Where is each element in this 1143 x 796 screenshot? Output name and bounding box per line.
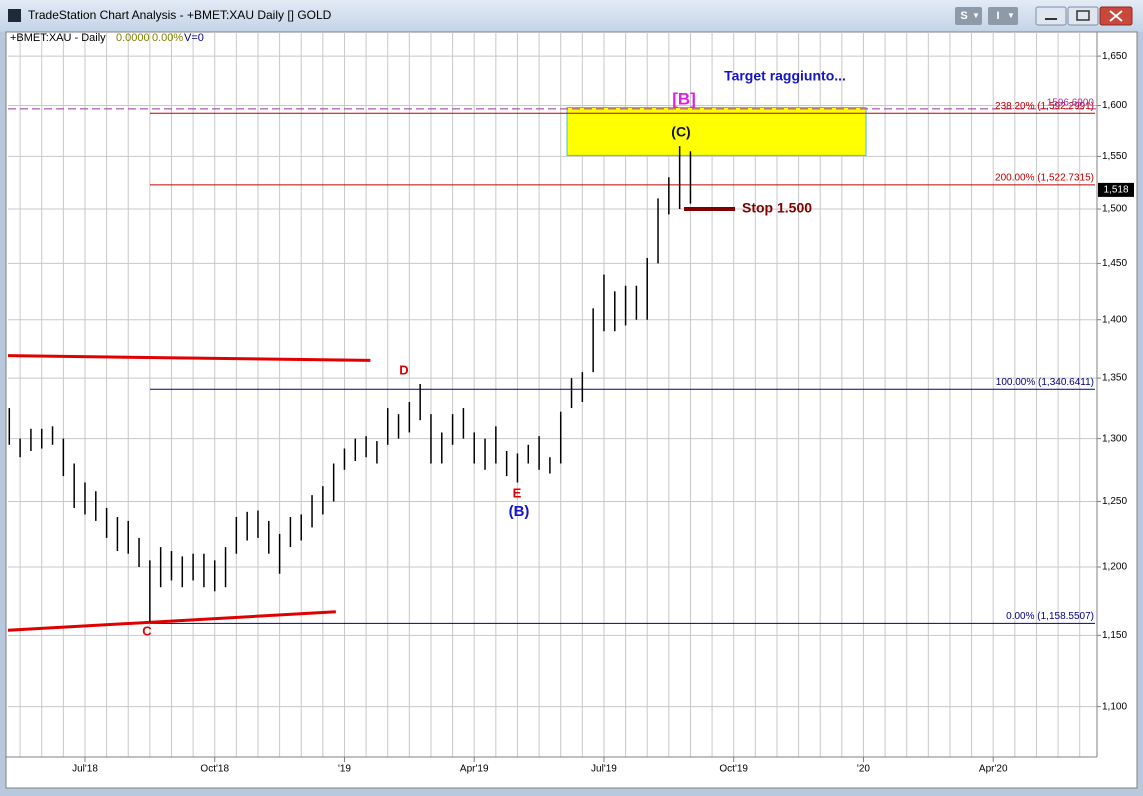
app-icon (8, 9, 21, 22)
x-tick-label: '19 (338, 764, 351, 775)
x-tick-label: Jul'19 (591, 764, 617, 775)
info-change: 0.0000 (116, 32, 150, 44)
marks (7, 107, 1097, 632)
annotation-wave-b: [B] (672, 89, 696, 108)
i-arrow[interactable]: ▼ (1007, 11, 1015, 20)
y-tick-label: 1,500 (1102, 204, 1127, 215)
i-button-label[interactable]: I (996, 10, 999, 22)
y-tick-label: 1,250 (1102, 496, 1127, 507)
y-tick-label: 1,450 (1102, 258, 1127, 269)
fib-level-label: 200.00% (1,522.7315) (995, 173, 1094, 184)
grid (8, 32, 1097, 757)
x-tick-label: Jul'18 (72, 764, 98, 775)
last-price-label: 1,518 (1103, 185, 1128, 196)
fib-level-label: 238.20% (1,592.2991) (995, 101, 1094, 112)
trendline (7, 354, 371, 362)
x-tick-label: Apr'19 (460, 764, 489, 775)
i-button[interactable] (988, 7, 1018, 25)
annotation-d: D (399, 362, 408, 377)
y-tick-label: 1,550 (1102, 151, 1127, 162)
annotation-wave-c: (C) (671, 124, 690, 140)
info-change-pct: 0.00% (152, 32, 183, 44)
window-title: TradeStation Chart Analysis - +BMET:XAU … (28, 8, 332, 22)
y-tick-label: 1,200 (1102, 562, 1127, 573)
chart-frame (5, 31, 1138, 789)
title-bar (0, 0, 1143, 32)
target-zone (566, 107, 867, 156)
info-symbol: +BMET:XAU - Daily (10, 32, 106, 44)
fib-level-label: 100.00% (1,340.6411) (996, 377, 1094, 388)
target-line-label: 1596.6900 (1047, 97, 1095, 108)
x-tick-label: Oct'18 (200, 764, 229, 775)
s-button[interactable] (955, 7, 982, 25)
fib-level-label: 0.00% (1,158.5507) (1006, 611, 1094, 622)
trendline (7, 610, 336, 632)
x-tick-label: '20 (857, 764, 870, 775)
y-tick-label: 1,100 (1102, 701, 1127, 712)
annotation-stop: Stop 1.500 (742, 200, 812, 216)
y-tick-label: 1,650 (1102, 51, 1127, 62)
annotation-wave-b-paren: (B) (509, 503, 530, 520)
s-button-label[interactable]: S (960, 10, 967, 22)
minimize-button[interactable] (1035, 6, 1067, 26)
x-tick-label: Oct'19 (719, 764, 748, 775)
y-tick-label: 1,400 (1102, 314, 1127, 325)
info-volume: V=0 (184, 32, 204, 44)
annotation-c: C (142, 623, 152, 638)
last-price-box (1098, 182, 1134, 197)
y-tick-label: 1,600 (1102, 100, 1127, 111)
maximize-icon (1076, 10, 1090, 21)
maximize-button[interactable] (1067, 6, 1099, 26)
y-tick-label: 1,150 (1102, 630, 1127, 641)
annotation-e: E (513, 485, 522, 500)
annotation-target: Target raggiunto... (724, 68, 846, 84)
y-tick-label: 1,350 (1102, 373, 1127, 384)
x-tick-label: Apr'20 (979, 764, 1008, 775)
s-arrow[interactable]: ▼ (972, 11, 980, 20)
close-icon (1109, 10, 1123, 22)
y-tick-label: 1,300 (1102, 433, 1127, 444)
